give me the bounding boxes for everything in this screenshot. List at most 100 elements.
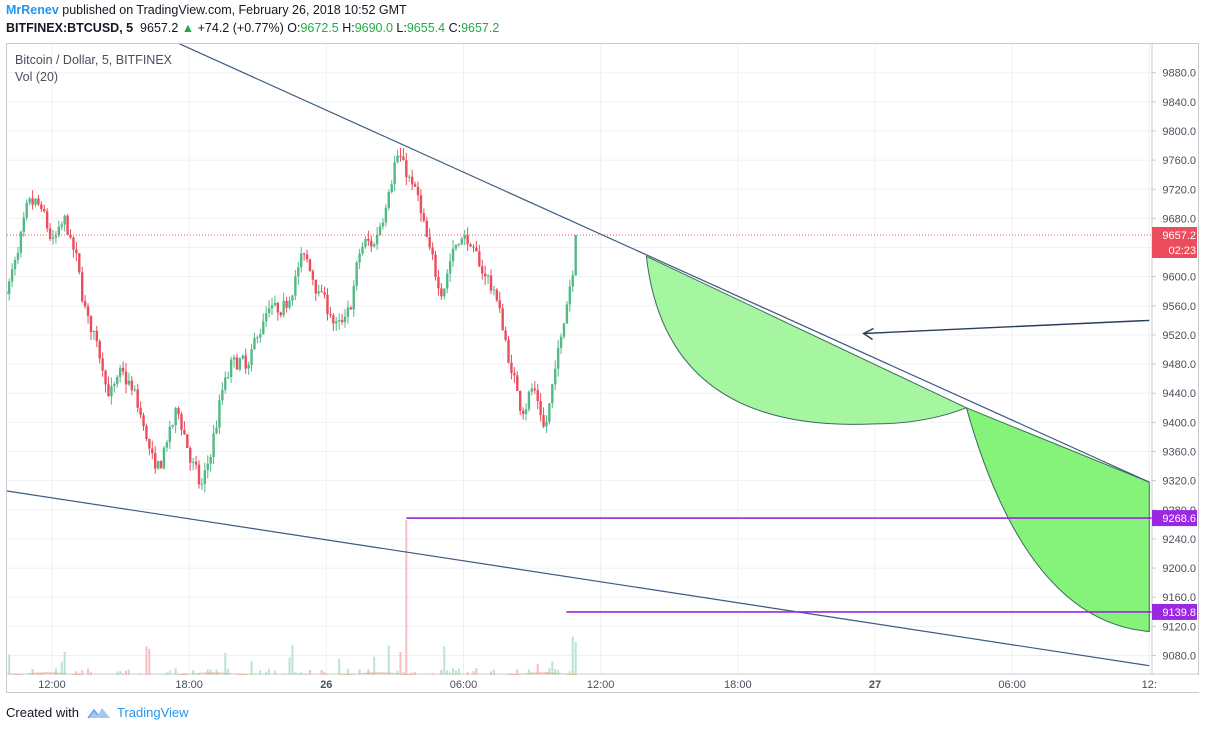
candle-body [34,198,37,205]
change-up-icon: ▲ [181,21,195,35]
candle-body [454,244,458,249]
candle-body [533,388,536,391]
candle-body [294,276,297,296]
candle-body [183,429,186,435]
candle-body [139,407,142,416]
candle-body [542,415,545,427]
candle-body [142,415,145,427]
candle-body [291,295,294,301]
countdown-label: 02:23 [1168,245,1196,257]
time-tick-label: 26 [320,679,332,691]
candle-body [314,279,317,294]
level-label-box-2 [1152,603,1197,620]
candle-body [7,291,8,295]
high-value: 9690.0 [354,21,393,35]
candle-body [48,228,52,239]
candle-body [472,246,475,248]
published-text: published on TradingView.com, February 2… [62,3,407,17]
candle-body [238,358,242,370]
candle-body [22,217,25,232]
candle-body [227,376,230,378]
projection-curve-2 [965,406,1150,633]
author-link[interactable]: MrRenev [6,3,59,17]
candle-body [548,403,551,422]
candle-body [463,235,466,239]
candle-body [352,285,355,310]
candle-body [45,211,49,229]
open-label: O: [287,21,301,35]
candle-body [300,253,303,268]
time-tick-label: 06:00 [998,679,1026,691]
candle-body [215,427,218,434]
candle-body [107,384,110,397]
chart-frame[interactable] [6,43,1199,693]
symbol-label: BITFINEX:BTCUSD, 5 [6,21,134,35]
candle-body [399,155,402,157]
candle-body [116,376,119,384]
price-tick-label: 9680.0 [1162,213,1196,225]
candle-body [145,426,148,440]
candle-body [148,439,151,449]
price-tick-label: 9400.0 [1162,417,1196,429]
candle-body [241,355,244,359]
candle-body [457,244,461,246]
last-price-label-box [1152,227,1197,259]
high-label: H: [342,21,355,35]
candle-body [177,408,180,415]
candle-body [390,184,393,192]
time-tick-label: 18:00 [175,679,203,691]
price-tick-label: 9360.0 [1162,447,1196,459]
candle-body [437,276,440,289]
candle-body [516,375,519,391]
candle-body [63,215,66,225]
candle-body [370,240,373,247]
candle-body [180,414,183,430]
candle-body [428,236,431,248]
created-with-text: Created with [6,705,79,720]
price-tick-label: 9560.0 [1162,301,1196,313]
candle-body [504,330,507,340]
trendline-upper [178,44,1150,483]
price-tick-label: 9320.0 [1162,476,1196,488]
price-tick-label: 9600.0 [1162,272,1196,284]
candle-body [326,294,329,314]
candle-body [151,448,154,454]
candle-body [510,362,513,374]
candle-body [495,289,499,301]
candle-body [57,226,61,236]
footer: Created with TradingView [6,705,189,720]
volume-bar [145,646,148,690]
candle-body [110,386,113,397]
time-tick-label: 12:00 [38,679,66,691]
price-tick-label: 9720.0 [1162,184,1196,196]
candle-body [83,301,87,307]
level-label-2: 9139.8 [1162,607,1196,619]
candle-body [337,320,341,322]
candle-body [224,377,227,390]
candle-body [13,259,17,270]
candle-body [250,349,253,365]
grid [7,44,1152,692]
candle-body [282,300,285,316]
tradingview-link[interactable]: TradingView [116,705,189,720]
candle-body [165,442,169,448]
candle-body [212,433,215,458]
candle-body [54,235,58,238]
candles [7,147,577,493]
candle-body [162,447,166,469]
candle-body [387,191,390,208]
candle-body [232,357,236,360]
candle-body [264,313,268,322]
candle-body [349,307,353,310]
candle-body [40,204,43,210]
candle-body [297,267,300,277]
candle-body [361,246,364,254]
candle-body [434,254,437,277]
candle-body [402,156,405,161]
candle-body [556,347,560,369]
candle-body [562,323,566,337]
close-value: 9657.2 [461,21,500,35]
volume-bar [387,645,390,690]
candle-body [393,162,396,185]
